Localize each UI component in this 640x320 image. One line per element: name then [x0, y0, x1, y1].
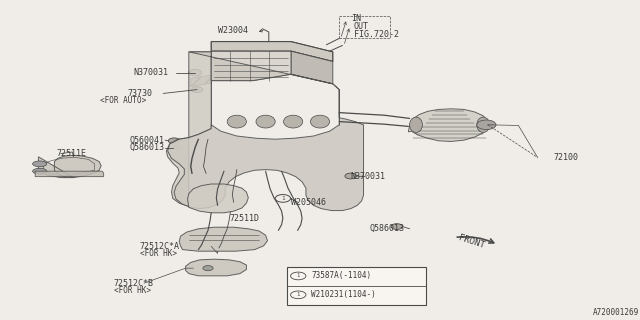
Text: 72512C*B: 72512C*B	[114, 279, 154, 288]
Ellipse shape	[284, 115, 303, 128]
Text: Q560041: Q560041	[129, 136, 164, 145]
Polygon shape	[211, 42, 333, 61]
Text: 1: 1	[296, 292, 300, 297]
Circle shape	[477, 120, 496, 130]
Text: 72511E: 72511E	[56, 149, 86, 158]
Polygon shape	[211, 51, 291, 81]
Text: W210231(1104-): W210231(1104-)	[311, 290, 376, 299]
Text: Q586013: Q586013	[370, 224, 405, 233]
Bar	[339, 16, 390, 38]
Text: 73587A(-1104): 73587A(-1104)	[311, 271, 371, 280]
Text: 72512C*A: 72512C*A	[140, 242, 179, 251]
Polygon shape	[166, 52, 211, 206]
Circle shape	[191, 87, 203, 92]
Text: <FOR AUTO>: <FOR AUTO>	[100, 96, 146, 105]
Circle shape	[168, 138, 180, 144]
Text: W23004: W23004	[218, 26, 248, 35]
Text: A720001269: A720001269	[593, 308, 639, 317]
Text: 1: 1	[296, 274, 300, 278]
Ellipse shape	[477, 117, 490, 132]
Bar	[287, 267, 426, 305]
Text: <FOR HK>: <FOR HK>	[114, 286, 151, 295]
Polygon shape	[179, 227, 268, 251]
Circle shape	[391, 224, 403, 229]
Text: 1: 1	[281, 196, 285, 201]
Circle shape	[189, 69, 202, 76]
Text: 72100: 72100	[554, 153, 579, 162]
Polygon shape	[186, 259, 246, 276]
Text: N370031: N370031	[351, 172, 386, 181]
Polygon shape	[408, 109, 488, 141]
Text: W205046: W205046	[291, 198, 326, 207]
Ellipse shape	[33, 168, 47, 174]
Circle shape	[173, 145, 183, 150]
Ellipse shape	[33, 161, 47, 167]
Ellipse shape	[410, 117, 422, 132]
Ellipse shape	[256, 115, 275, 128]
Text: FIG.720-2: FIG.720-2	[354, 30, 399, 39]
Circle shape	[203, 266, 213, 271]
Text: OUT: OUT	[354, 22, 369, 31]
Text: Q586013: Q586013	[129, 143, 164, 152]
Polygon shape	[191, 75, 211, 86]
Text: 73730: 73730	[127, 89, 152, 98]
Ellipse shape	[227, 115, 246, 128]
Circle shape	[345, 173, 356, 179]
Polygon shape	[38, 155, 101, 178]
Polygon shape	[188, 184, 248, 213]
Text: N370031: N370031	[133, 68, 168, 76]
Polygon shape	[168, 52, 364, 211]
Text: FRONT: FRONT	[458, 233, 486, 250]
Text: <FOR HK>: <FOR HK>	[140, 249, 177, 258]
Ellipse shape	[310, 115, 330, 128]
Text: 72511D: 72511D	[229, 214, 259, 223]
Polygon shape	[291, 51, 333, 84]
Polygon shape	[35, 171, 104, 177]
Text: IN: IN	[351, 14, 361, 23]
